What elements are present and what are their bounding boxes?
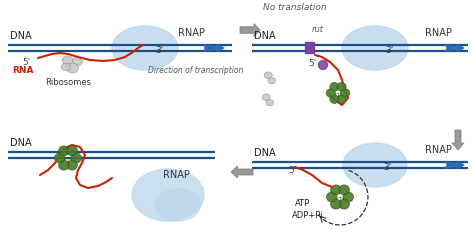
Text: ADP+Pi: ADP+Pi: [292, 210, 324, 220]
Text: DNA: DNA: [10, 138, 32, 148]
Ellipse shape: [67, 160, 77, 170]
Ellipse shape: [343, 143, 407, 187]
Text: rut: rut: [312, 25, 324, 35]
Text: 5': 5': [308, 59, 316, 68]
Text: Ribosomes: Ribosomes: [45, 77, 91, 86]
Text: 5': 5': [288, 166, 296, 174]
Text: 3': 3': [383, 162, 391, 171]
FancyArrow shape: [231, 166, 253, 178]
Text: Direction of transcription: Direction of transcription: [148, 65, 243, 74]
Ellipse shape: [112, 26, 178, 70]
Ellipse shape: [66, 63, 79, 73]
Ellipse shape: [330, 95, 339, 103]
Ellipse shape: [262, 94, 270, 101]
Ellipse shape: [339, 199, 349, 209]
FancyArrow shape: [452, 130, 464, 150]
Ellipse shape: [59, 160, 69, 170]
Text: No translation: No translation: [263, 3, 327, 12]
Text: 3': 3': [385, 46, 393, 54]
Ellipse shape: [331, 185, 341, 195]
Ellipse shape: [61, 63, 71, 71]
FancyArrow shape: [240, 24, 260, 37]
Ellipse shape: [330, 83, 339, 91]
Ellipse shape: [264, 72, 272, 79]
Text: DNA: DNA: [254, 148, 275, 158]
Text: RNA: RNA: [12, 65, 34, 74]
Ellipse shape: [327, 192, 337, 202]
Ellipse shape: [341, 89, 350, 97]
Text: 3': 3': [155, 46, 163, 54]
Ellipse shape: [337, 83, 346, 91]
Bar: [306, 42, 315, 53]
Ellipse shape: [268, 78, 275, 84]
Text: 5': 5': [22, 58, 30, 66]
Text: RNAP: RNAP: [425, 28, 452, 38]
Ellipse shape: [71, 153, 82, 163]
Ellipse shape: [132, 169, 204, 221]
Text: RNAP: RNAP: [178, 28, 205, 38]
Ellipse shape: [67, 146, 77, 156]
Ellipse shape: [343, 192, 354, 202]
Ellipse shape: [59, 146, 69, 156]
Text: ATP: ATP: [295, 198, 310, 208]
Ellipse shape: [73, 57, 82, 66]
Ellipse shape: [339, 185, 349, 195]
Ellipse shape: [337, 95, 346, 103]
Ellipse shape: [155, 189, 201, 221]
Ellipse shape: [319, 61, 328, 70]
Ellipse shape: [331, 199, 341, 209]
Text: DNA: DNA: [254, 31, 275, 41]
Ellipse shape: [55, 153, 65, 163]
Ellipse shape: [342, 26, 408, 70]
Text: DNA: DNA: [10, 31, 32, 41]
Text: RNAP: RNAP: [163, 170, 190, 180]
Ellipse shape: [266, 99, 273, 106]
Ellipse shape: [63, 56, 73, 65]
Text: RNAP: RNAP: [425, 145, 452, 155]
Ellipse shape: [326, 89, 336, 97]
